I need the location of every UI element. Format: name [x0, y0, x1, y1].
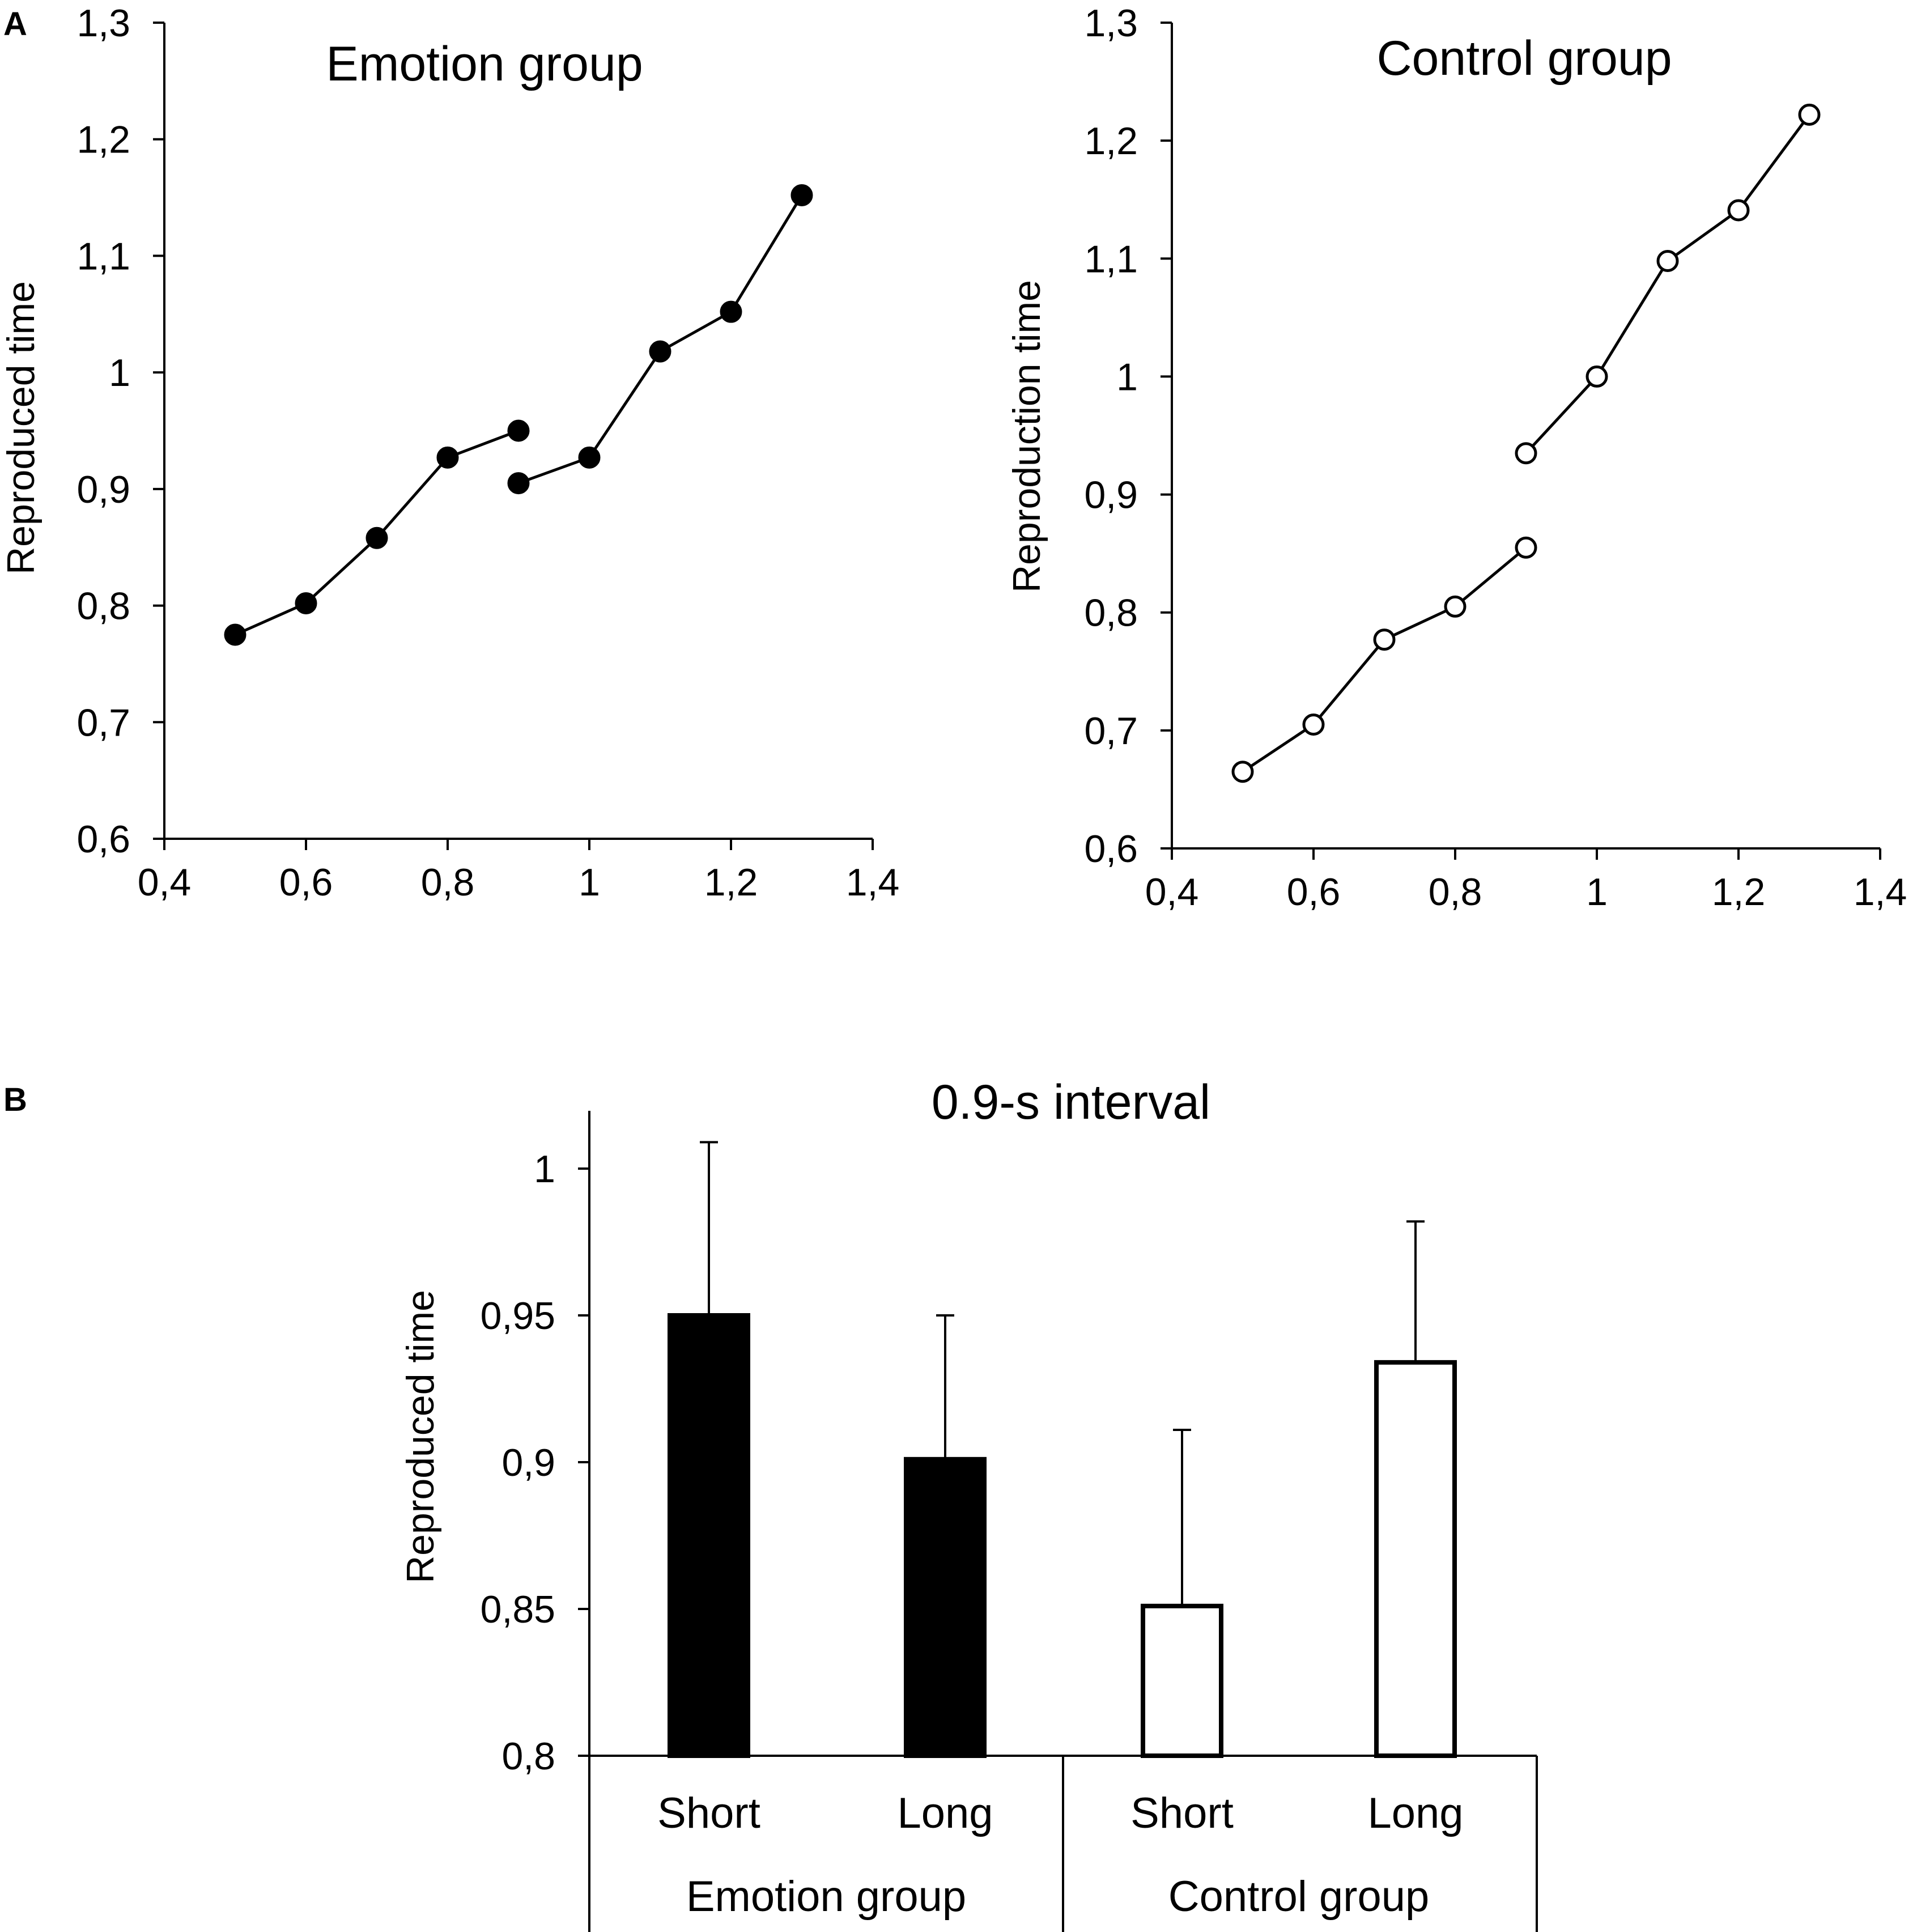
interval-category-label: Long [1367, 1789, 1463, 1837]
control-x-tick-label: 0,8 [1429, 871, 1482, 914]
interval-bar [904, 1457, 987, 1759]
interval-ticks: 0,8 0,85 0,9 0,95 1 [481, 1148, 589, 1778]
emotion-y-tick-label: 1 [109, 351, 130, 394]
interval-y-tick-label: 0,8 [501, 1735, 555, 1778]
emotion-x-tick-label: 0,8 [421, 861, 475, 904]
interval-bar [1374, 1360, 1457, 1758]
control-short-data-point [1302, 713, 1325, 736]
emotion-y-tick-label: 0,8 [76, 585, 130, 628]
emotion-data-points [224, 184, 813, 646]
interval-y-tick-label: 1 [534, 1148, 555, 1191]
control-long-data-point [1586, 365, 1608, 388]
control-short-data-point [1231, 761, 1254, 783]
control-x-tick-label: 0,6 [1287, 871, 1341, 914]
control-group-line-chart: Control group Reproduction time 0,6 0,7 0,… [1005, 2, 1907, 914]
interval-y-tick-label: 0,9 [501, 1441, 555, 1484]
emotion-ticks: 0,60,70,80,911,11,21,30,4 0,6 0,8 1 1,2 1,4 [76, 2, 899, 904]
interval-bar [1141, 1603, 1223, 1759]
control-x-tick-label: 1 [1586, 871, 1608, 914]
emotion-long-data-point [790, 184, 813, 206]
control-x-tick-label: 0,4 [1145, 871, 1199, 914]
control-long-data-point [1727, 199, 1750, 222]
emotion-short-data-point [436, 446, 459, 469]
control-y-axis-title: Reproduction time [1005, 280, 1048, 593]
interval-category-label: Long [897, 1789, 993, 1837]
emotion-long-data-point [720, 300, 742, 323]
emotion-y-tick-label: 0,7 [76, 701, 130, 744]
control-y-tick-label: 1,1 [1084, 237, 1138, 281]
control-y-tick-label: 1,2 [1084, 120, 1138, 163]
control-x-tick-label: 1,4 [1854, 871, 1907, 914]
interval-chart-title: 0.9-s interval [932, 1075, 1210, 1130]
emotion-group-line-chart: Emotion group Reproduced time 0,6 0,7 0,8 0… [0, 2, 899, 904]
panel-label-a: A [3, 6, 27, 43]
emotion-long-data-point [649, 340, 671, 363]
emotion-chart-title: Emotion group [326, 37, 643, 91]
emotion-short-data-point [295, 592, 317, 614]
control-short-data-point [1444, 595, 1467, 618]
interval-category-label: Short [1130, 1789, 1234, 1837]
emotion-x-tick-label: 0,4 [138, 861, 192, 904]
control-ticks: 0,60,70,80,911,11,21,30,4 0,6 0,8 1 1,2 1,4 [1084, 2, 1907, 914]
emotion-x-tick-label: 1 [579, 861, 600, 904]
control-short-data-point [1515, 536, 1537, 559]
interval-y-tick-label: 0,95 [481, 1294, 555, 1337]
interval-group-label: Control group [1168, 1872, 1430, 1921]
control-long-data-point [1798, 103, 1821, 126]
interval-category-label: Short [657, 1789, 760, 1837]
emotion-y-tick-label: 1,1 [76, 235, 130, 278]
emotion-y-tick-label: 0,6 [76, 818, 130, 861]
control-y-tick-label: 0,6 [1084, 827, 1138, 871]
control-y-tick-label: 1,3 [1084, 2, 1138, 45]
emotion-y-tick-label: 1,2 [76, 118, 130, 162]
control-x-tick-label: 1,2 [1712, 871, 1766, 914]
interval-y-tick-label: 0,85 [481, 1588, 555, 1631]
interval-y-axis-title: Reproduced time [399, 1290, 442, 1583]
emotion-long-data-point [578, 446, 601, 469]
control-long-data-point [1515, 442, 1537, 465]
control-short-data-point [1373, 629, 1396, 651]
interval-bar [668, 1313, 750, 1758]
panel-label-b: B [3, 1081, 27, 1118]
emotion-long-data-point [507, 472, 530, 495]
emotion-x-tick-label: 0,6 [279, 861, 333, 904]
interval-category-labels: Short Long Short Long Emotion group Control g… [657, 1789, 1463, 1921]
emotion-x-tick-label: 1,2 [704, 861, 758, 904]
emotion-axes [163, 23, 873, 840]
emotion-y-tick-label: 0,9 [76, 468, 130, 511]
emotion-short-data-point [365, 526, 388, 549]
control-chart-title: Control group [1376, 31, 1672, 86]
emotion-y-tick-label: 1,3 [76, 2, 130, 45]
control-y-tick-label: 1 [1116, 355, 1138, 398]
control-y-tick-label: 0,7 [1084, 710, 1138, 753]
emotion-short-data-point [507, 419, 530, 442]
control-y-tick-label: 0,9 [1084, 474, 1138, 517]
interval-bar-chart: 0.9-s interval Reproduced time 0,80,850,… [399, 1075, 1538, 1932]
interval-group-label: Emotion group [686, 1872, 966, 1921]
emotion-x-tick-label: 1,4 [846, 861, 900, 904]
control-long-data-point [1656, 249, 1679, 272]
control-y-tick-label: 0,8 [1084, 592, 1138, 635]
emotion-y-axis-title: Reproduced time [0, 281, 42, 575]
emotion-short-data-point [224, 623, 246, 646]
control-axes [1171, 23, 1880, 850]
interval-bars [668, 1141, 1457, 1759]
control-data-points [1231, 103, 1821, 783]
